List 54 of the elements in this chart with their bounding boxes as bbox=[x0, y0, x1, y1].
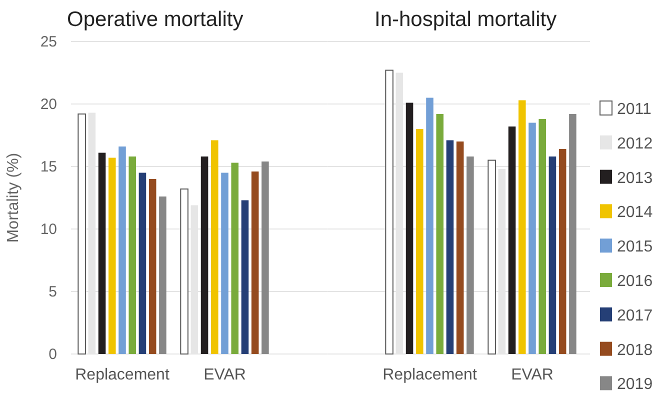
chart-title: In-hospital mortality bbox=[374, 8, 558, 31]
bar bbox=[436, 114, 444, 354]
bar bbox=[416, 129, 424, 354]
bar bbox=[488, 160, 496, 354]
bar bbox=[528, 122, 536, 354]
legend-label: 2015 bbox=[617, 238, 653, 256]
bar bbox=[231, 162, 238, 354]
bar bbox=[251, 172, 259, 354]
x-tick-label: Replacement bbox=[382, 366, 478, 384]
legend-label: 2014 bbox=[617, 204, 653, 222]
bar bbox=[200, 156, 208, 354]
legend-label: 2016 bbox=[617, 273, 653, 290]
legend-label: 2011 bbox=[617, 101, 652, 118]
legend-label: 2013 bbox=[617, 170, 653, 187]
bar bbox=[98, 152, 106, 354]
legend-label: 2018 bbox=[617, 342, 653, 359]
bar bbox=[128, 156, 136, 354]
y-tick-label: 0 bbox=[48, 346, 57, 363]
bar bbox=[180, 188, 188, 354]
bar bbox=[118, 146, 126, 354]
x-tick-label: EVAR bbox=[204, 366, 246, 384]
legend-label: 2017 bbox=[617, 307, 653, 324]
bar bbox=[538, 119, 546, 354]
legend-label: 2012 bbox=[617, 135, 653, 152]
bar bbox=[148, 179, 156, 354]
y-tick-label: 15 bbox=[40, 158, 57, 176]
bar bbox=[446, 140, 454, 354]
bar bbox=[558, 149, 566, 354]
bar bbox=[108, 158, 116, 354]
bar bbox=[78, 114, 86, 354]
y-axis-title: Mortality (%) bbox=[5, 152, 22, 243]
y-tick-label: 20 bbox=[40, 96, 57, 113]
legend-label: 2019 bbox=[617, 376, 653, 394]
bar bbox=[221, 172, 228, 354]
bar bbox=[159, 196, 166, 354]
bar bbox=[518, 100, 526, 354]
y-tick-label: 5 bbox=[48, 283, 57, 300]
bar bbox=[241, 200, 249, 354]
bar bbox=[385, 70, 394, 354]
bar bbox=[138, 172, 146, 354]
bar bbox=[508, 126, 516, 354]
bar bbox=[406, 102, 414, 354]
bar bbox=[426, 98, 434, 354]
y-tick-label: 25 bbox=[40, 33, 57, 50]
bar bbox=[466, 156, 474, 354]
bar bbox=[262, 162, 269, 354]
x-tick-label: EVAR bbox=[511, 366, 554, 384]
bar bbox=[456, 142, 464, 354]
y-tick-label: 10 bbox=[40, 220, 57, 238]
x-tick-label: Replacement bbox=[75, 366, 170, 384]
chart-title: Operative mortality bbox=[67, 8, 244, 31]
bar bbox=[211, 140, 218, 354]
bar bbox=[548, 156, 556, 354]
bar bbox=[569, 114, 576, 354]
